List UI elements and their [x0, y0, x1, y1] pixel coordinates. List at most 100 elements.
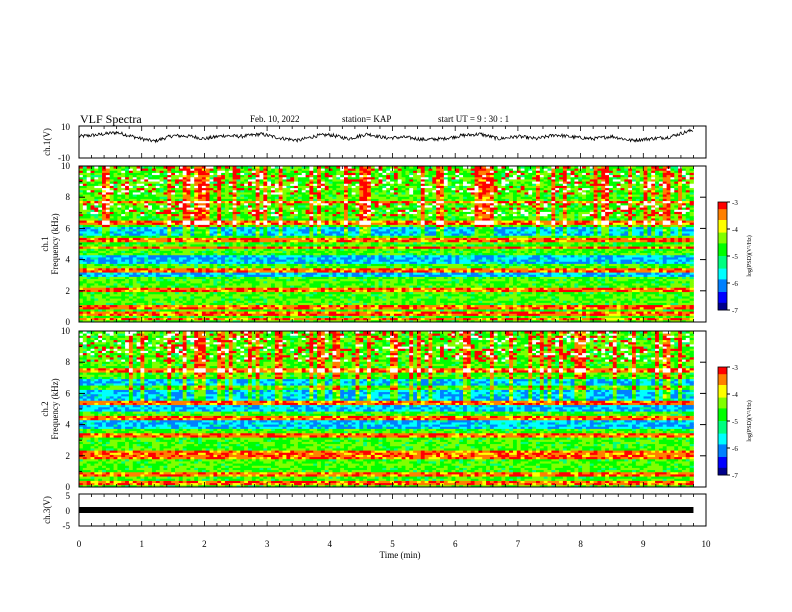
spectrogram-cell [574, 278, 579, 282]
spectrogram-cell [163, 298, 168, 301]
spectrogram-cell [616, 289, 621, 293]
spectrogram-cell [132, 298, 138, 301]
spectrogram-cell [94, 287, 99, 290]
spectrogram-cell [566, 315, 571, 319]
spectrogram-cell [524, 311, 529, 314]
spectrogram-cell [447, 293, 452, 297]
spectrogram-cell [328, 319, 333, 323]
spectrogram-cell [236, 278, 241, 282]
spectrogram-cell [294, 319, 299, 323]
spectrogram-cell [82, 306, 88, 310]
spectrogram-cell [251, 276, 257, 280]
spectrogram-cell [217, 287, 222, 290]
spectrogram-cell [194, 276, 199, 280]
spectrogram-cell [612, 285, 618, 288]
spectrogram-cell [578, 265, 583, 269]
spectrogram-cell [113, 296, 118, 299]
spectrogram-cell [605, 300, 610, 303]
spectrogram-cell [140, 298, 145, 301]
spectrogram-cell [205, 317, 210, 321]
spectrogram-cell [347, 263, 353, 267]
spectrogram-cell [117, 285, 122, 288]
spectrogram-cell [105, 296, 111, 299]
spectrogram-cell [278, 309, 283, 312]
spectrogram-cell [401, 263, 406, 267]
spectrogram-cell [94, 285, 99, 288]
spectrogram-cell [424, 285, 429, 288]
spectrogram-cell [194, 285, 199, 288]
spectrogram-cell [86, 285, 91, 288]
spectrogram-cell [605, 317, 610, 321]
spectrogram-cell [578, 261, 583, 264]
spectrogram-cell [585, 313, 591, 316]
spectrogram-cell [520, 285, 525, 288]
spectrogram-cell [459, 300, 464, 303]
spectrogram-cell [79, 283, 84, 286]
spectrogram-cell [635, 263, 641, 267]
spectrogram-cell [228, 313, 234, 316]
spectrogram-cell [512, 291, 518, 295]
spectrogram-cell [616, 274, 621, 277]
spectrogram-cell [255, 267, 260, 271]
spectrogram-cell [190, 298, 195, 301]
spectrogram-cell [616, 298, 621, 301]
spectrogram-cell [125, 272, 130, 275]
spectrogram-cell [86, 300, 91, 303]
spectrogram-cell [585, 306, 591, 310]
spectrogram-cell [117, 283, 122, 286]
spectrogram-cell [151, 302, 157, 306]
spectrogram-cell [474, 293, 479, 297]
spectrogram-cell [555, 304, 560, 308]
spectrogram-cell [536, 315, 541, 319]
spectrogram-cell [324, 302, 330, 306]
spectrogram-cell [128, 304, 134, 308]
spectrogram-cell [589, 293, 595, 297]
spectrogram-cell [443, 298, 449, 301]
spectrogram-cell [282, 276, 287, 280]
spectrogram-cell [82, 278, 88, 282]
spectrogram-cell [178, 293, 184, 297]
spectrogram-cell [109, 315, 114, 319]
spectrogram-cell [466, 265, 472, 269]
spectrogram-cell [155, 267, 161, 271]
spectrogram-cell [209, 296, 214, 299]
spectrogram-cell [255, 291, 260, 295]
spectrogram-cell [343, 317, 349, 321]
spectrogram-cell [624, 270, 629, 273]
spectrogram-cell [516, 276, 522, 280]
spectrogram-cell [228, 296, 234, 299]
spectrogram-cell [240, 302, 245, 306]
spectrogram-cell [416, 302, 422, 306]
spectrogram-cell [340, 261, 345, 264]
spectrogram-cell [236, 265, 241, 269]
spectrogram-cell [689, 319, 694, 323]
spectrogram-cell [574, 300, 579, 303]
spectrogram-cell [251, 272, 257, 275]
spectrogram-cell [301, 304, 306, 308]
spectrogram-cell [317, 309, 322, 312]
spectrogram-cell [128, 265, 134, 269]
spectrogram-cell [205, 315, 210, 319]
spectrogram-cell [409, 306, 414, 310]
spectrogram-cell [420, 309, 426, 312]
spectrogram-cell [274, 270, 280, 273]
spectrogram-cell [113, 319, 118, 323]
spectrogram-cell [605, 289, 610, 293]
spectrogram-cell [432, 302, 437, 306]
spectrogram-cell [94, 283, 99, 286]
spectrogram-cell [286, 283, 291, 286]
spectrogram-cell [201, 315, 207, 319]
spectrogram-cell [436, 263, 441, 267]
spectrogram-cell [167, 311, 172, 314]
spectrogram-cell [359, 319, 364, 323]
spectrogram-cell [221, 267, 226, 271]
spectrogram-cell [255, 274, 260, 277]
spectrogram-cell [585, 267, 591, 271]
spectrogram-cell [351, 259, 356, 262]
spectrogram-cell [79, 261, 84, 264]
spectrogram-cell [597, 291, 602, 295]
chart-title: VLF Spectra [80, 112, 142, 126]
spectrogram-cell [585, 298, 591, 301]
spectrogram-cell [367, 280, 372, 284]
spectrogram-cell [363, 265, 368, 269]
